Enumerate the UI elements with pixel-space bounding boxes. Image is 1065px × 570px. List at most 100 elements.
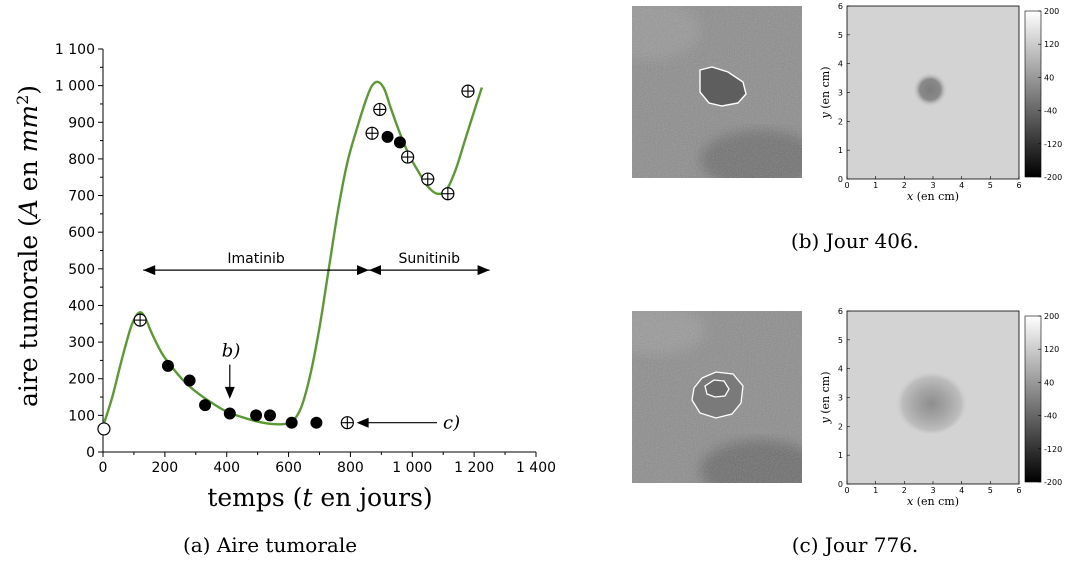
- colorbar-tick-label: 200: [1044, 312, 1059, 321]
- tumor-area-chart: 0 200 400 600 800 1 000 1 200 1 400 0 100 200 300 4…: [13, 42, 557, 512]
- x-tick-label: 1: [873, 181, 878, 190]
- heatmap-b: 0 1 2 3 4 5 6 0 1 2 3 4 5 6 x (en cm) y (en cm) 200 120 40…: [819, 2, 1062, 203]
- x-tick-label: 400: [213, 460, 240, 476]
- colorbar-tick-label: -200: [1044, 478, 1062, 487]
- crossed-data-point: [401, 150, 415, 164]
- caption-b: (b) Jour 406.: [791, 229, 919, 253]
- crossed-data-point: [441, 187, 455, 201]
- y-tick-label: 600: [68, 225, 95, 241]
- filled-data-point: [161, 359, 174, 372]
- y-tick-label: 1 000: [55, 79, 95, 95]
- colorbar-tick-label: -120: [1044, 140, 1062, 149]
- filled-data-point: [250, 409, 263, 422]
- filled-data-point: [310, 416, 323, 429]
- colorbar-tick-label: -40: [1044, 412, 1057, 421]
- panel-b: 0 1 2 3 4 5 6 0 1 2 3 4 5 6 x (en cm) y (en cm) 200 120 40…: [632, 2, 1062, 253]
- caption-c: (c) Jour 776.: [792, 533, 919, 557]
- colorbar-tick-label: -40: [1044, 107, 1057, 116]
- colorbar: [1024, 10, 1042, 178]
- annotations: Imatinib Sunitinib b) c): [143, 251, 490, 434]
- x-axis-label: temps (t en jours): [207, 483, 432, 512]
- y-tick-label: 200: [68, 372, 95, 388]
- y-tick-label: 700: [68, 189, 95, 205]
- colorbar-tick-label: 40: [1044, 378, 1054, 387]
- tumor-density-blob: [893, 367, 967, 434]
- crossed-data-point: [373, 102, 387, 117]
- x-tick-label: 2: [902, 486, 907, 495]
- tumor-density-blob: [912, 72, 948, 108]
- x-axis-label: x (en cm): [907, 190, 959, 203]
- y-tick-label: 300: [68, 335, 95, 351]
- crossed-data-point: [421, 172, 435, 186]
- c-annotation-label: c): [443, 413, 460, 434]
- panel-c: 0 1 2 3 4 5 6 0 1 2 3 4 5 6 x (en cm) y (en cm) 200 120 40…: [632, 307, 1062, 557]
- c-arrow-head: [356, 417, 369, 428]
- y-tick-label: 4: [838, 60, 843, 69]
- y-tick-label: 0: [838, 175, 843, 184]
- x-tick-label: 6: [1016, 486, 1021, 495]
- colorbar: [1024, 315, 1042, 483]
- imatinib-arrow-left: [143, 265, 156, 276]
- x-tick-label: 5: [988, 181, 993, 190]
- x-tick-label: 4: [959, 486, 964, 495]
- b-annotation-label: b): [222, 341, 241, 362]
- y-tick-label: 3: [838, 394, 843, 403]
- colorbar-tick-label: 120: [1044, 40, 1059, 49]
- y-tick-label: 2: [838, 117, 843, 126]
- x-tick-label: 3: [930, 181, 935, 190]
- y-tick-label: 800: [68, 152, 95, 168]
- model-curve: [101, 80, 484, 427]
- colorbar-tick-label: 120: [1044, 345, 1059, 354]
- x-tick-label: 1 000: [392, 460, 432, 476]
- ct-scan-image-c: [632, 311, 802, 483]
- imatinib-arrow-right: [356, 265, 369, 276]
- sunitinib-arrow-left: [368, 265, 381, 276]
- x-tick-label: 3: [930, 486, 935, 495]
- x-tick-label: 2: [902, 181, 907, 190]
- y-tick-label: 0: [86, 445, 95, 461]
- caption-a: (a) Aire tumorale: [183, 533, 357, 557]
- y-axis-label: aire tumorale (A en mm2): [13, 85, 44, 407]
- imatinib-label: Imatinib: [227, 251, 284, 267]
- y-tick-label: 6: [838, 2, 843, 11]
- y-tick-label: 5: [838, 31, 843, 40]
- x-tick-label: 1: [873, 486, 878, 495]
- y-tick-label: 6: [838, 307, 843, 316]
- colorbar-tick-label: 40: [1044, 73, 1054, 82]
- y-axis-label: y (en cm): [819, 372, 832, 425]
- crossed-data-point: [365, 126, 379, 140]
- sunitinib-label: Sunitinib: [399, 251, 461, 267]
- x-axis-ticks: 0 200 400 600 800 1 000 1 200 1 400: [99, 452, 556, 476]
- y-axis-label: y (en cm): [819, 67, 832, 120]
- crossed-data-point: [133, 313, 147, 327]
- filled-data-point: [285, 416, 298, 429]
- crossed-data-point: [340, 416, 354, 430]
- x-axis-label: x (en cm): [907, 495, 959, 508]
- y-tick-label: 1: [838, 146, 843, 155]
- b-arrow-head: [224, 386, 235, 399]
- x-tick-label: 6: [1016, 181, 1021, 190]
- crossed-data-point: [461, 84, 475, 98]
- y-tick-label: 4: [838, 365, 843, 374]
- y-axis-ticks: 0 100 200 300 400 500 600 700 800 900 1 000 1 100: [55, 42, 103, 461]
- filled-data-point: [223, 407, 236, 420]
- axes: [102, 49, 536, 453]
- y-tick-label: 500: [68, 262, 95, 278]
- y-tick-label: 3: [838, 89, 843, 98]
- sunitinib-arrow-right: [477, 265, 490, 276]
- y-tick-label: 1 100: [55, 42, 95, 58]
- x-tick-label: 600: [275, 460, 302, 476]
- filled-data-point: [381, 130, 394, 143]
- x-tick-label: 200: [151, 460, 178, 476]
- heatmap-c: 0 1 2 3 4 5 6 0 1 2 3 4 5 6 x (en cm) y (en cm) 200 120 40…: [819, 307, 1062, 508]
- filled-data-point: [199, 399, 212, 412]
- data-points: [97, 84, 475, 436]
- x-tick-label: 0: [844, 486, 849, 495]
- y-tick-label: 100: [68, 408, 95, 424]
- colorbar-tick-label: -120: [1044, 445, 1062, 454]
- filled-data-point: [264, 409, 277, 422]
- open-data-point: [97, 422, 111, 436]
- y-tick-label: 1: [838, 451, 843, 460]
- y-tick-label: 900: [68, 115, 95, 131]
